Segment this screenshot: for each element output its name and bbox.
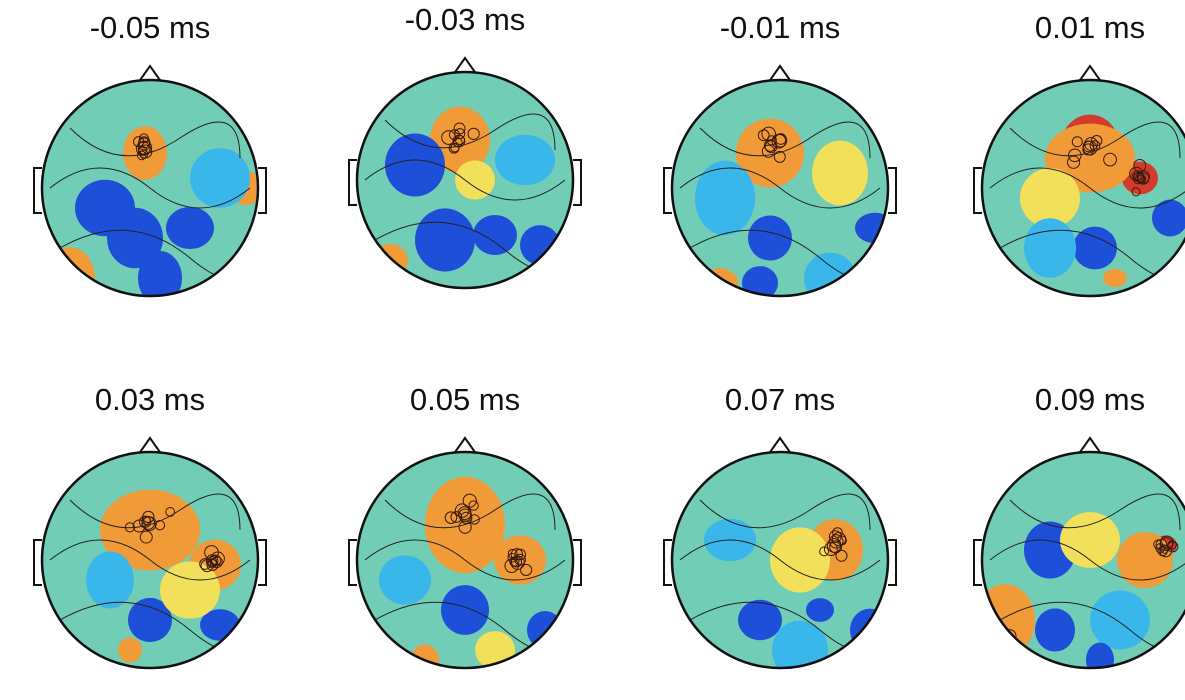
right-ear-marker <box>258 167 267 214</box>
left-ear-marker <box>33 539 42 586</box>
left-ear-marker <box>348 159 357 206</box>
topomap-panel: -0.03 ms <box>345 0 585 320</box>
right-ear-marker <box>258 539 267 586</box>
scalp-topography-map <box>348 56 582 290</box>
time-label: 0.05 ms <box>409 382 521 417</box>
head-map <box>970 430 1185 692</box>
scalp-topography-map <box>33 64 267 298</box>
head-outline <box>355 70 575 290</box>
right-ear-marker <box>888 167 897 214</box>
time-label: -0.05 ms <box>89 10 211 45</box>
topomap-panel: 0.01 ms <box>970 8 1185 328</box>
time-label: -0.01 ms <box>719 10 841 45</box>
head-map <box>345 430 585 692</box>
left-ear-marker <box>33 167 42 214</box>
topomap-panel: -0.05 ms <box>30 8 270 328</box>
head-map <box>970 58 1185 320</box>
right-ear-marker <box>888 539 897 586</box>
head-outline <box>980 78 1185 298</box>
scalp-topography-map <box>973 64 1185 298</box>
left-ear-marker <box>973 539 982 586</box>
time-label: 0.03 ms <box>94 382 206 417</box>
head-map <box>660 430 900 692</box>
topomap-panel: 0.05 ms <box>345 380 585 700</box>
topomap-panel: 0.03 ms <box>30 380 270 700</box>
time-label: 0.01 ms <box>1034 10 1146 45</box>
left-ear-marker <box>973 167 982 214</box>
topomap-panel: 0.07 ms <box>660 380 900 700</box>
left-ear-marker <box>663 167 672 214</box>
head-map <box>345 50 585 312</box>
scalp-topography-map <box>348 436 582 670</box>
head-map <box>30 58 270 320</box>
left-ear-marker <box>663 539 672 586</box>
topomap-panel: 0.09 ms <box>970 380 1185 700</box>
scalp-topography-map <box>663 436 897 670</box>
scalp-topography-map <box>663 64 897 298</box>
head-map <box>30 430 270 692</box>
topomap-panel: -0.01 ms <box>660 8 900 328</box>
scalp-topography-map <box>973 436 1185 670</box>
scalp-topography-map <box>33 436 267 670</box>
head-outline <box>40 78 260 298</box>
head-map <box>660 58 900 320</box>
time-label: 0.07 ms <box>724 382 836 417</box>
left-ear-marker <box>348 539 357 586</box>
time-label: -0.03 ms <box>404 2 526 37</box>
right-ear-marker <box>573 159 582 206</box>
time-label: 0.09 ms <box>1034 382 1146 417</box>
head-outline <box>670 78 890 298</box>
right-ear-marker <box>573 539 582 586</box>
